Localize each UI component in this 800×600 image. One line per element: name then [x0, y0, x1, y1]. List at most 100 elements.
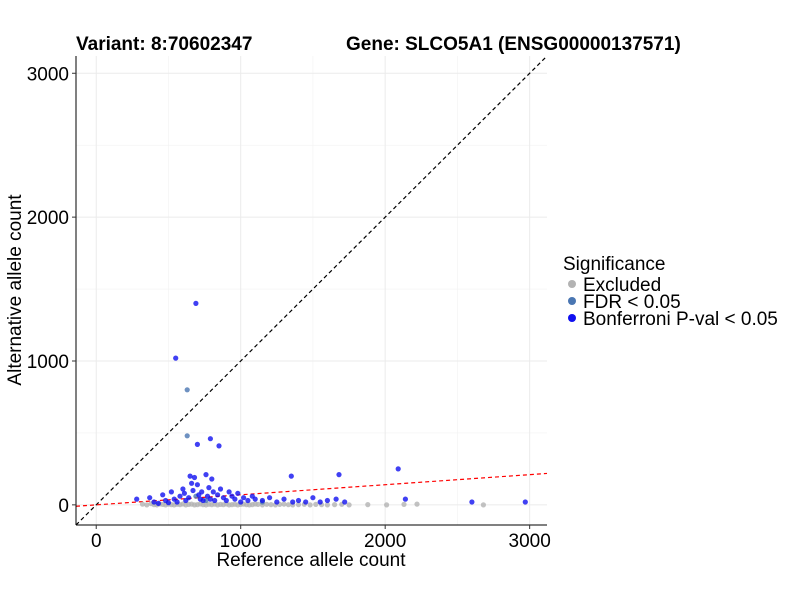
point-bonferroni-p-val-0-05: [235, 490, 241, 496]
point-bonferroni-p-val-0-05: [206, 485, 212, 491]
point-excluded: [332, 502, 338, 508]
point-bonferroni-p-val-0-05: [189, 480, 195, 486]
point-bonferroni-p-val-0-05: [180, 486, 186, 492]
data-points: [134, 300, 528, 508]
point-excluded: [384, 502, 390, 508]
point-excluded: [324, 502, 330, 508]
point-bonferroni-p-val-0-05: [151, 499, 157, 505]
point-bonferroni-p-val-0-05: [295, 497, 302, 504]
point-excluded: [264, 501, 270, 507]
point-bonferroni-p-val-0-05: [194, 441, 200, 447]
point-fdr-0-05: [184, 387, 190, 393]
point-bonferroni-p-val-0-05: [199, 489, 205, 495]
point-bonferroni-p-val-0-05: [333, 496, 339, 502]
chart-title-variant: Variant: 8:70602347: [76, 34, 252, 55]
point-bonferroni-p-val-0-05: [252, 496, 258, 502]
point-bonferroni-p-val-0-05: [209, 476, 215, 482]
point-bonferroni-p-val-0-05: [203, 472, 209, 478]
point-bonferroni-p-val-0-05: [324, 497, 330, 504]
reference-line-2: [75, 472, 548, 507]
point-bonferroni-p-val-0-05: [395, 466, 401, 472]
reference-lines: [75, 55, 548, 526]
point-excluded: [285, 502, 291, 508]
point-bonferroni-p-val-0-05: [177, 493, 183, 499]
point-bonferroni-p-val-0-05: [290, 499, 296, 505]
point-bonferroni-p-val-0-05: [207, 496, 213, 502]
point-excluded: [307, 502, 313, 508]
point-excluded: [268, 502, 274, 508]
point-excluded: [139, 501, 146, 507]
point-bonferroni-p-val-0-05: [173, 355, 179, 361]
point-excluded: [480, 502, 486, 508]
point-bonferroni-p-val-0-05: [303, 499, 309, 505]
point-bonferroni-p-val-0-05: [217, 486, 224, 492]
point-bonferroni-p-val-0-05: [134, 496, 140, 502]
point-bonferroni-p-val-0-05: [267, 495, 273, 501]
point-bonferroni-p-val-0-05: [168, 489, 174, 495]
point-bonferroni-p-val-0-05: [200, 497, 206, 504]
point-bonferroni-p-val-0-05: [186, 495, 192, 501]
legend-label-bonferroni-p-val-0-05: Bonferroni P-val < 0.05: [583, 309, 778, 330]
point-bonferroni-p-val-0-05: [181, 490, 187, 496]
point-excluded: [295, 502, 302, 508]
point-bonferroni-p-val-0-05: [174, 499, 180, 505]
point-excluded: [255, 501, 261, 507]
point-bonferroni-p-val-0-05: [245, 497, 251, 504]
x-axis-title: Reference allele count: [216, 550, 406, 571]
point-bonferroni-p-val-0-05: [226, 489, 232, 495]
point-excluded: [401, 501, 407, 507]
point-bonferroni-p-val-0-05: [317, 499, 323, 505]
point-bonferroni-p-val-0-05: [191, 474, 198, 481]
point-excluded: [365, 502, 371, 508]
point-bonferroni-p-val-0-05: [288, 473, 294, 479]
y-axis-title: Alternative allele count: [5, 194, 26, 386]
point-bonferroni-p-val-0-05: [238, 499, 244, 505]
point-excluded: [414, 501, 420, 507]
point-bonferroni-p-val-0-05: [187, 473, 193, 479]
point-bonferroni-p-val-0-05: [522, 499, 528, 505]
point-bonferroni-p-val-0-05: [155, 500, 161, 506]
legend-key-fdr-0-05: [568, 297, 576, 305]
x-tick-label: 3000: [509, 531, 551, 552]
y-tick-label: 0: [58, 496, 69, 517]
point-bonferroni-p-val-0-05: [232, 496, 238, 502]
point-bonferroni-p-val-0-05: [402, 496, 408, 502]
point-excluded: [144, 502, 150, 508]
legend-label-excluded: Excluded: [583, 275, 661, 296]
point-bonferroni-p-val-0-05: [210, 489, 216, 495]
point-bonferroni-p-val-0-05: [216, 443, 222, 449]
x-tick-label: 0: [91, 531, 102, 552]
point-bonferroni-p-val-0-05: [223, 497, 229, 504]
point-bonferroni-p-val-0-05: [281, 496, 287, 502]
point-excluded: [281, 501, 287, 507]
point-bonferroni-p-val-0-05: [190, 487, 196, 494]
point-bonferroni-p-val-0-05: [274, 499, 280, 505]
point-bonferroni-p-val-0-05: [165, 500, 172, 506]
chart-title-gene: Gene: SLCO5A1 (ENSG00000137571): [346, 34, 681, 55]
point-bonferroni-p-val-0-05: [469, 499, 475, 505]
x-tick-label: 2000: [364, 531, 406, 552]
point-fdr-0-05: [184, 433, 190, 439]
y-tick-label: 3000: [27, 64, 69, 85]
y-tick-label: 2000: [27, 208, 69, 229]
y-tick-label: 1000: [27, 352, 69, 373]
legend-title: Significance: [563, 254, 665, 275]
legend-label-fdr-0-05: FDR < 0.05: [583, 292, 681, 313]
tick-labels: 0 1000 2000 3000 0 1000 2000 3000: [27, 64, 551, 552]
point-bonferroni-p-val-0-05: [310, 495, 316, 501]
point-bonferroni-p-val-0-05: [207, 436, 213, 442]
x-tick-label: 1000: [220, 531, 262, 552]
point-excluded: [346, 502, 352, 508]
point-bonferroni-p-val-0-05: [215, 492, 221, 498]
point-bonferroni-p-val-0-05: [241, 495, 247, 501]
axes: [72, 56, 547, 529]
point-bonferroni-p-val-0-05: [194, 482, 200, 488]
legend-key-bonferroni-p-val-0-05: [568, 314, 576, 322]
reference-line-1: [75, 55, 548, 526]
point-bonferroni-p-val-0-05: [212, 497, 218, 504]
point-bonferroni-p-val-0-05: [342, 499, 348, 505]
point-bonferroni-p-val-0-05: [160, 492, 166, 498]
point-excluded: [313, 501, 319, 507]
legend-key-excluded: [568, 280, 576, 288]
